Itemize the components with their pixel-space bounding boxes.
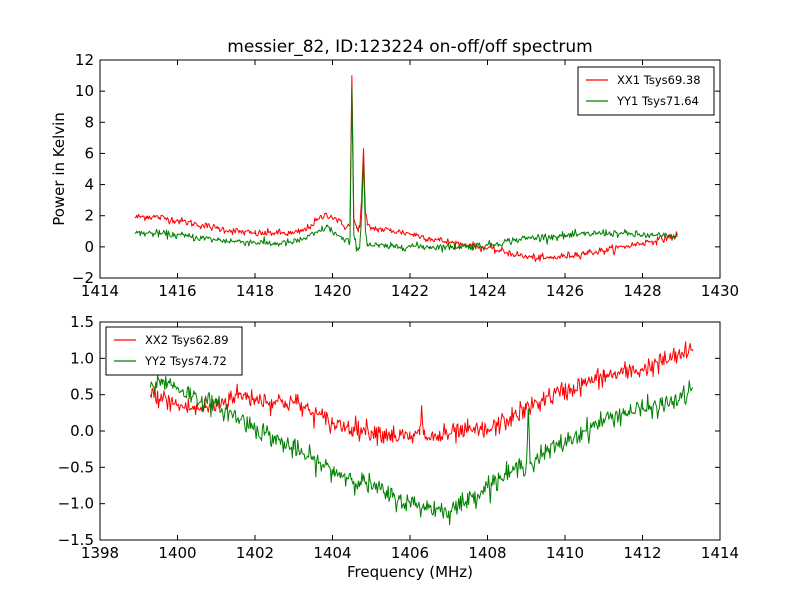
bottom-legend-label: YY2 Tsys74.72 [144, 354, 227, 368]
top-y-tick-label: 0 [84, 238, 94, 256]
bottom-y-tick-label: 1.5 [70, 313, 94, 331]
bottom-series-line-2 [149, 374, 694, 526]
bottom-x-tick-label: 1406 [391, 544, 429, 562]
top-y-tick-label: 4 [84, 176, 94, 194]
top-legend-box [577, 66, 715, 116]
bottom-x-tick-label: 1402 [236, 544, 274, 562]
bottom-x-tick-label: 1404 [313, 544, 351, 562]
top-y-tick-label: 2 [84, 207, 94, 225]
bottom-panel: 1398 1400 1402 1404 1406 1408 1410 1412 1414 −1.5… [58, 313, 740, 581]
top-series-layer [134, 75, 678, 263]
top-x-tick-label: 1426 [546, 282, 584, 300]
top-y-tick-label: 12 [75, 51, 94, 69]
bottom-x-axis-label: Frequency (MHz) [347, 563, 473, 581]
top-legend-label: YY1 Tsys71.64 [616, 94, 699, 108]
top-series-line-1 [134, 75, 678, 263]
bottom-series-line-1 [149, 341, 694, 446]
top-y-tick-label: 6 [84, 144, 94, 162]
top-y-tick-label: −2 [72, 269, 94, 287]
bottom-y-tick-label: 0.0 [70, 422, 94, 440]
bottom-ticks-layer: 1398 1400 1402 1404 1406 1408 1410 1412 1414 −1.5… [58, 313, 740, 562]
top-series-line-2 [134, 87, 678, 253]
chart-title: messier_82, ID:123224 on-off/off spectru… [227, 37, 592, 57]
bottom-x-tick-label: 1414 [701, 544, 739, 562]
bottom-legend: XX2 Tsys62.89 YY2 Tsys74.72 [105, 326, 243, 376]
bottom-legend-box [105, 326, 243, 376]
bottom-legend-label: XX2 Tsys62.89 [145, 333, 229, 347]
top-x-tick-label: 1414 [81, 282, 119, 300]
top-y-axis-label: Power in Kelvin [50, 112, 68, 226]
top-x-tick-label: 1418 [236, 282, 274, 300]
bottom-y-tick-label: 1.0 [70, 349, 94, 367]
bottom-x-tick-label: 1398 [81, 544, 119, 562]
bottom-series-layer [149, 341, 694, 526]
top-ticks-layer: 1414 1416 1418 1420 1422 1424 1426 1428 1430 −2 0 2… [72, 51, 739, 300]
top-x-tick-label: 1416 [158, 282, 196, 300]
top-x-tick-label: 1424 [468, 282, 506, 300]
top-y-tick-label: 10 [75, 82, 94, 100]
bottom-y-tick-label: −0.5 [58, 458, 94, 476]
top-y-tick-label: 8 [84, 113, 94, 131]
top-legend: XX1 Tsys69.38 YY1 Tsys71.64 [577, 66, 715, 116]
top-x-tick-label: 1430 [701, 282, 739, 300]
top-legend-label: XX1 Tsys69.38 [617, 73, 701, 87]
top-panel: 1414 1416 1418 1420 1422 1424 1426 1428 1430 −2 0 2… [50, 51, 739, 300]
bottom-x-tick-label: 1410 [546, 544, 584, 562]
bottom-x-tick-label: 1412 [623, 544, 661, 562]
top-x-tick-label: 1422 [391, 282, 429, 300]
bottom-y-tick-label: 0.5 [70, 386, 94, 404]
bottom-x-tick-label: 1408 [468, 544, 506, 562]
bottom-y-tick-label: −1.5 [58, 531, 94, 549]
top-x-tick-label: 1428 [623, 282, 661, 300]
bottom-x-tick-label: 1400 [158, 544, 196, 562]
bottom-y-tick-label: −1.0 [58, 495, 94, 513]
top-x-tick-label: 1420 [313, 282, 351, 300]
